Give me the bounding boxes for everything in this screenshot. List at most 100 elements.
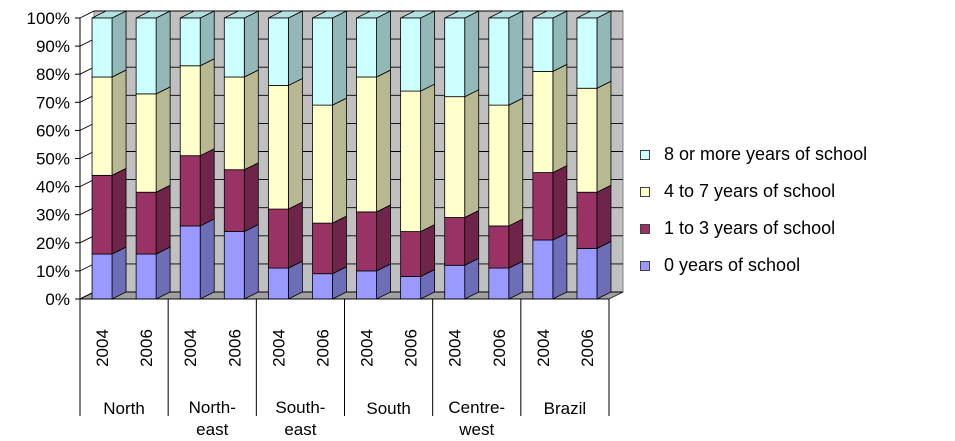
bar-front (312, 104, 333, 224)
x-tick-label: 2006 (490, 329, 509, 367)
bar-side (332, 10, 347, 106)
bar-side (111, 69, 127, 177)
bar-side (287, 10, 303, 87)
bar-front (400, 90, 422, 232)
legend-item: 8 or more years of school (640, 136, 867, 173)
bar-side (596, 184, 612, 250)
x-tick-label: 2006 (402, 329, 421, 367)
bar-front (179, 65, 201, 157)
bar-side (199, 58, 215, 157)
y-tick-label: 60% (36, 121, 70, 140)
bar-side (199, 148, 215, 227)
bar-segment (135, 246, 171, 300)
bar-segment (179, 218, 215, 300)
bar-segment (179, 58, 215, 157)
bar-segment (312, 215, 347, 275)
bar-front (223, 169, 245, 232)
bar-side (376, 204, 391, 272)
bar-front (91, 17, 113, 78)
bar-side (332, 215, 347, 275)
bar-front (576, 87, 598, 193)
bar-front (179, 17, 201, 67)
bar-side (596, 10, 612, 89)
legend-swatch (640, 149, 650, 160)
legend-swatch (640, 260, 650, 271)
gridline (79, 10, 623, 19)
bar-segment (223, 162, 259, 233)
bar-segment (488, 10, 524, 106)
bar-segment (576, 240, 612, 300)
bar-front (444, 17, 466, 98)
x-tick-label: 2004 (269, 329, 288, 367)
group-label-line: North (103, 399, 145, 418)
bar-front (356, 17, 377, 78)
x-tick-label: 2004 (93, 329, 112, 367)
bar-segment (444, 89, 480, 219)
bar-front (576, 191, 598, 249)
bar-side (199, 218, 215, 300)
bar-segment (179, 148, 215, 227)
bar-front (312, 17, 333, 106)
bar-front (532, 17, 554, 72)
bar-front (91, 174, 113, 255)
bar-front (576, 17, 598, 89)
bar-side (155, 246, 171, 300)
bar-front (223, 76, 245, 171)
bar-side (420, 10, 436, 92)
bar-front (91, 253, 113, 300)
bar-segment (91, 10, 127, 78)
bar-segment (179, 10, 215, 67)
bar-segment (532, 10, 568, 73)
group-label-line: South- (275, 398, 325, 417)
group-label-line: Brazil (544, 399, 587, 418)
bar-side (111, 167, 127, 255)
bar-side (464, 89, 480, 219)
bar-side (464, 209, 480, 266)
legend-swatch (640, 223, 650, 234)
bar-front (312, 222, 333, 275)
group-label-line: east (284, 420, 316, 439)
group-label-line: Centre- (448, 398, 505, 417)
legend-item: 0 years of school (640, 247, 867, 284)
bar-segment (532, 164, 568, 241)
bar-front (488, 267, 510, 300)
bar-side (420, 223, 436, 278)
bar-segment (444, 10, 480, 98)
bar-front (223, 17, 245, 78)
bar-side (464, 10, 480, 98)
bar-segment (444, 209, 480, 266)
bar-segment (267, 77, 303, 210)
bar-side (287, 77, 303, 210)
bar-front (356, 211, 377, 272)
bar-side (243, 10, 259, 78)
group-label-line: North- (189, 398, 236, 417)
bar-front (488, 104, 510, 227)
group-label: South-east (275, 398, 325, 439)
bar-side (508, 10, 524, 106)
bar-segment (576, 10, 612, 89)
y-tick-label: 30% (36, 206, 70, 225)
bar-side (243, 69, 259, 171)
bar-front (179, 155, 201, 227)
bar-side (596, 80, 612, 193)
bar-side (552, 63, 568, 174)
group-label: South (366, 399, 410, 418)
bar-segment (223, 10, 259, 78)
bar-front (267, 208, 289, 269)
bar-side (420, 83, 436, 233)
bar-front (488, 17, 510, 106)
bar-segment (400, 83, 436, 233)
bar-front (356, 76, 377, 213)
bar-front (400, 231, 422, 277)
legend-label: 0 years of school (664, 255, 801, 275)
bar-front (532, 239, 554, 300)
bar-front (356, 270, 377, 300)
legend-label: 1 to 3 years of school (664, 218, 836, 238)
bar-front (312, 273, 333, 300)
bar-front (267, 85, 289, 210)
bar-side (155, 184, 171, 255)
bar-segment (267, 10, 303, 87)
bar-front (444, 217, 466, 266)
legend-label: 4 to 7 years of school (664, 181, 836, 201)
bar-front (91, 76, 113, 176)
